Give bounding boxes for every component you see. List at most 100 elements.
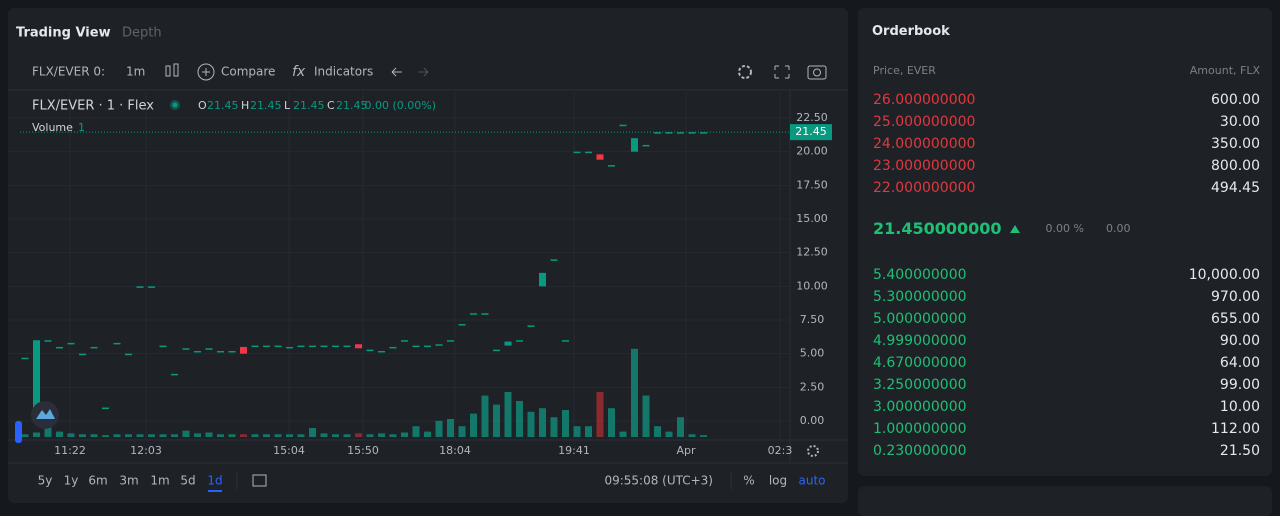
price: 3.250000000	[873, 377, 967, 393]
volume-bar	[412, 426, 420, 437]
redo[interactable]	[418, 67, 429, 77]
snapshot[interactable]	[807, 65, 827, 80]
candle	[585, 151, 592, 154]
volume-bar	[332, 434, 339, 437]
y-tick-label: 15.00	[796, 212, 828, 225]
interval[interactable]: 1m	[126, 65, 145, 79]
volume-bar	[148, 434, 155, 437]
tab[interactable]: Trading View	[16, 26, 111, 41]
volume-bar	[654, 426, 661, 437]
volume-bar	[366, 434, 374, 437]
orderbook-row: 26.000000000 600.00	[873, 89, 1260, 111]
volume-bar	[309, 428, 316, 437]
page: Orderbook Price, EVER Amount, FLX 26.000…	[8, 8, 1272, 516]
volume-value: 1	[78, 121, 85, 134]
candle	[33, 340, 40, 415]
volume-bar	[56, 431, 63, 437]
timeframe[interactable]: 5d	[180, 474, 195, 488]
candle	[608, 165, 615, 167]
price: 22.000000000	[873, 180, 976, 196]
price: 23.000000000	[873, 158, 976, 174]
compare-icon[interactable]	[197, 63, 215, 81]
price: 5.300000000	[873, 289, 967, 305]
legend-title: FLX/EVER · 1 · Flex	[32, 99, 154, 114]
volume-bar	[642, 395, 650, 437]
amount: 21.50	[1219, 443, 1260, 459]
ohlc-key: C	[327, 99, 335, 112]
candle	[435, 344, 443, 346]
candle	[550, 259, 558, 261]
candle	[665, 132, 673, 134]
amount: 90.00	[1219, 333, 1260, 349]
volume-bar	[251, 434, 259, 437]
ohlc-value: 21.45	[207, 99, 239, 112]
x-tick-label: 18:04	[439, 444, 471, 457]
timeframe[interactable]: 3m	[119, 474, 138, 488]
date-range[interactable]	[252, 474, 267, 487]
volume-bar	[470, 413, 477, 437]
volume-bar	[159, 434, 167, 437]
amount: 600.00	[1211, 92, 1260, 108]
timeframe[interactable]: 5y	[38, 474, 53, 488]
price: 1.000000000	[873, 421, 967, 437]
amount: 655.00	[1211, 311, 1260, 327]
timeframe[interactable]: 6m	[88, 474, 107, 488]
orderbook-row: 5.300000000 970.00	[873, 286, 1260, 308]
candle	[263, 345, 270, 348]
snapshot-lens	[813, 68, 821, 77]
candle	[481, 313, 489, 315]
candle	[596, 154, 604, 160]
candle	[677, 132, 684, 134]
axis-settings[interactable]	[807, 445, 819, 457]
volume-bar	[136, 434, 144, 437]
price: 24.000000000	[873, 136, 976, 152]
volume-bar	[677, 417, 684, 437]
candle	[102, 407, 109, 410]
candle	[159, 345, 167, 348]
symbol[interactable]: FLX/EVER 0:	[32, 65, 105, 79]
candle	[447, 340, 454, 342]
volume-bar	[608, 408, 615, 437]
candle	[412, 345, 420, 348]
orderbook-row: 24.000000000 350.00	[873, 133, 1260, 155]
price: 25.000000000	[873, 114, 976, 130]
candle	[504, 341, 512, 346]
volume-bar	[516, 401, 523, 437]
orderbook-row: 23.000000000 800.00	[873, 155, 1260, 177]
price: 4.670000000	[873, 355, 967, 371]
timeframe[interactable]: 1y	[64, 474, 79, 488]
last-price-label: 21.45	[795, 125, 827, 138]
candle	[44, 340, 52, 342]
tab[interactable]: Depth	[122, 26, 162, 41]
y-tick-label: 0.00	[800, 414, 825, 427]
volume-label: Volume	[32, 121, 73, 134]
volume-bar	[263, 434, 270, 437]
volume-bar	[44, 426, 52, 437]
fullscreen[interactable]	[774, 65, 790, 79]
scale-option[interactable]: auto	[798, 474, 825, 488]
y-tick-label: 20.00	[796, 145, 828, 158]
undo[interactable]	[391, 67, 402, 77]
orderbook-row: 4.999000000 90.00	[873, 330, 1260, 352]
x-tick-label: Apr	[676, 444, 696, 457]
timeframe[interactable]: 1m	[150, 474, 169, 488]
candle	[458, 324, 466, 326]
scale-option[interactable]: %	[743, 474, 754, 488]
settings[interactable]	[738, 65, 752, 79]
candle	[309, 345, 316, 348]
scroll-handle[interactable]	[15, 421, 22, 443]
scale-option[interactable]: log	[769, 474, 787, 488]
orderbook-title: Orderbook	[872, 24, 950, 39]
candle-icon[interactable]	[165, 63, 179, 77]
volume-bar	[217, 434, 224, 437]
candle	[21, 357, 29, 360]
candle	[194, 350, 201, 353]
indicators[interactable]: Indicators	[314, 65, 373, 79]
timeframe[interactable]: 1d	[207, 474, 222, 488]
candle	[516, 340, 523, 342]
price: 4.999000000	[873, 333, 967, 349]
candle	[251, 345, 259, 348]
candle	[320, 345, 328, 348]
compare[interactable]: Compare	[221, 65, 275, 79]
price: 3.000000000	[873, 399, 967, 415]
